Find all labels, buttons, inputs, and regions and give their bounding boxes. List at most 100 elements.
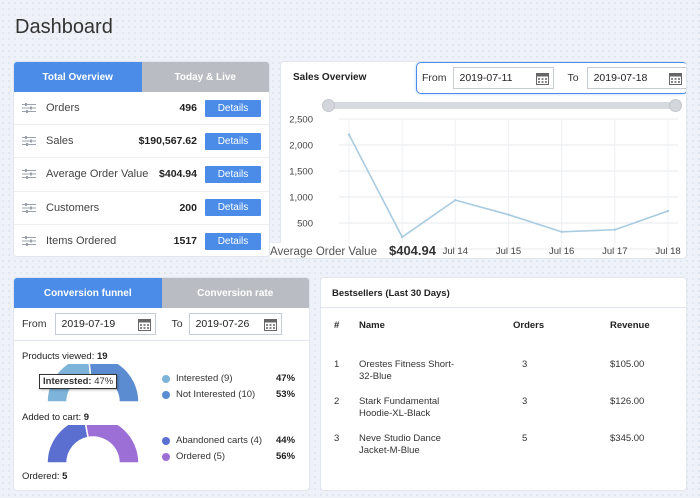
bestseller-revenue: $105.00 xyxy=(610,359,645,370)
bestsellers-title: Bestsellers (Last 30 Days) xyxy=(321,278,686,308)
bestseller-orders: 3 xyxy=(522,359,528,370)
sliders-icon xyxy=(22,136,36,147)
legend-item: Abandoned carts (4) xyxy=(162,435,262,446)
col-header-orders: Orders xyxy=(513,320,545,331)
tab-total-overview[interactable]: Total Overview xyxy=(14,62,142,92)
bestseller-rank: 3 xyxy=(334,433,340,444)
bestsellers-panel: Bestsellers (Last 30 Days) # Name Orders… xyxy=(320,277,687,491)
tab-conversion-funnel[interactable]: Conversion funnel xyxy=(14,278,162,308)
slider-left-handle[interactable] xyxy=(322,99,335,112)
bestseller-name: Orestes Fitness Short- xyxy=(359,359,455,370)
ordered-label: Ordered: xyxy=(22,471,60,482)
legend-label: Not Interested (10) xyxy=(176,389,256,400)
legend-item: Not Interested (10) xyxy=(162,389,255,400)
sliders-icon xyxy=(22,236,36,247)
slider-right-handle[interactable] xyxy=(669,99,682,112)
bestseller-name: Hoodie-XL-Black xyxy=(359,408,431,419)
sliders-icon xyxy=(22,202,36,213)
details-button[interactable]: Details xyxy=(205,132,261,150)
added-to-cart-text: Added to cart: 9 xyxy=(22,412,89,423)
interested-tooltip: Interested: 47% xyxy=(39,374,118,389)
bestseller-revenue: $126.00 xyxy=(610,396,645,407)
calendar-icon[interactable] xyxy=(137,318,151,331)
y-tick-label: 1,500 xyxy=(289,167,313,178)
sales-to-date-input[interactable]: 2019-07-18 xyxy=(586,67,686,89)
legend-label: Interested (9) xyxy=(176,373,233,384)
funnel-to-date-input[interactable]: 2019-07-26 xyxy=(188,313,282,335)
overview-row: Items Ordered 1517 Details xyxy=(14,225,269,256)
overview-row-label: Items Ordered xyxy=(46,235,117,248)
y-tick-label: 2,000 xyxy=(289,141,313,152)
products-viewed-value: 19 xyxy=(96,351,108,362)
legend-dot xyxy=(162,452,170,461)
details-button[interactable]: Details xyxy=(205,99,261,117)
added-to-cart-label: Added to cart: xyxy=(22,412,82,423)
x-tick-label: Jul 14 xyxy=(443,246,468,257)
tooltip-value: 47% xyxy=(94,376,114,387)
legend-percent: 56% xyxy=(276,451,296,462)
overview-row-value: $190,567.62 xyxy=(138,135,197,148)
bestseller-name: 32-Blue xyxy=(359,371,392,382)
overview-row: Average Order Value $404.94 Details xyxy=(14,158,269,192)
bestseller-orders: 3 xyxy=(522,396,528,407)
aov-overlay-value: $404.94 xyxy=(388,243,436,258)
calendar-icon[interactable] xyxy=(263,318,277,331)
sales-date-range: From 2019-07-11 To 2019-07-18 xyxy=(416,62,686,94)
calendar-icon[interactable] xyxy=(668,72,682,85)
funnel-from-date-input[interactable]: 2019-07-19 xyxy=(54,313,156,335)
legend-percent: 47% xyxy=(276,373,296,384)
y-tick-label: 2,500 xyxy=(289,115,313,126)
page-title: Dashboard xyxy=(15,16,113,38)
legend-dot xyxy=(162,374,170,383)
funnel-body: Products viewed: 19 Added to cart: 9 Ord… xyxy=(14,341,309,490)
details-button[interactable]: Details xyxy=(205,232,261,250)
details-button[interactable]: Details xyxy=(205,199,261,217)
to-date-value: 2019-07-18 xyxy=(593,72,648,84)
overview-row-label: Customers xyxy=(46,201,100,214)
col-header-name: Name xyxy=(359,320,385,331)
sales-data-point xyxy=(666,209,670,213)
to-label: To xyxy=(567,72,579,84)
legend-dot xyxy=(162,436,170,445)
added-to-cart-value: 9 xyxy=(83,412,90,423)
bestseller-rank: 1 xyxy=(334,359,340,370)
funnel-date-range: From 2019-07-19 To 2019-07-26 xyxy=(14,308,309,341)
funnel-to-date-value: 2019-07-26 xyxy=(195,318,250,330)
funnel-from-date-value: 2019-07-19 xyxy=(61,318,116,330)
legend-label: Ordered (5) xyxy=(176,451,226,462)
overview-row-value: 496 xyxy=(179,102,197,115)
calendar-icon[interactable] xyxy=(535,72,549,85)
sales-data-point xyxy=(613,228,617,231)
bestseller-orders: 5 xyxy=(522,433,528,444)
sales-from-date-input[interactable]: 2019-07-11 xyxy=(452,67,554,89)
x-tick-label: Jul 16 xyxy=(549,246,574,257)
legend-percent: 53% xyxy=(276,389,296,400)
x-tick-label: Jul 15 xyxy=(496,246,521,257)
tab-today-live[interactable]: Today & Live xyxy=(141,62,269,92)
from-label: From xyxy=(422,72,447,84)
sales-data-point xyxy=(560,230,563,234)
tooltip-label: Interested: xyxy=(43,376,92,387)
overview-row-label: Average Order Value xyxy=(46,168,149,181)
date-range-slider[interactable] xyxy=(322,99,682,112)
sliders-icon xyxy=(22,103,36,114)
bestseller-name: Jacket-M-Blue xyxy=(359,445,420,456)
ordered-segment[interactable] xyxy=(84,425,140,464)
y-tick-label: 1,000 xyxy=(289,193,313,204)
products-viewed-label: Products viewed: xyxy=(22,351,95,362)
details-button[interactable]: Details xyxy=(205,165,261,183)
legend-item: Interested (9) xyxy=(162,373,233,384)
products-viewed-text: Products viewed: 19 xyxy=(22,351,108,362)
overview-row: Orders 496 Details xyxy=(14,92,269,126)
overview-panel: Total Overview Today & Live Orders 496 Det… xyxy=(13,61,270,257)
aov-overlay: Average Order Value $404.94 xyxy=(270,243,436,258)
abandoned-carts-segment[interactable] xyxy=(46,425,90,464)
legend-percent: 44% xyxy=(276,435,296,446)
sales-data-point xyxy=(400,235,404,239)
bestseller-name: Neve Studio Dance xyxy=(359,433,441,444)
funnel-from-label: From xyxy=(22,318,47,330)
tab-conversion-rate[interactable]: Conversion rate xyxy=(161,278,309,308)
bestseller-revenue: $345.00 xyxy=(610,433,645,444)
y-tick-label: 500 xyxy=(297,219,313,230)
overview-row-value: 1517 xyxy=(173,235,197,248)
